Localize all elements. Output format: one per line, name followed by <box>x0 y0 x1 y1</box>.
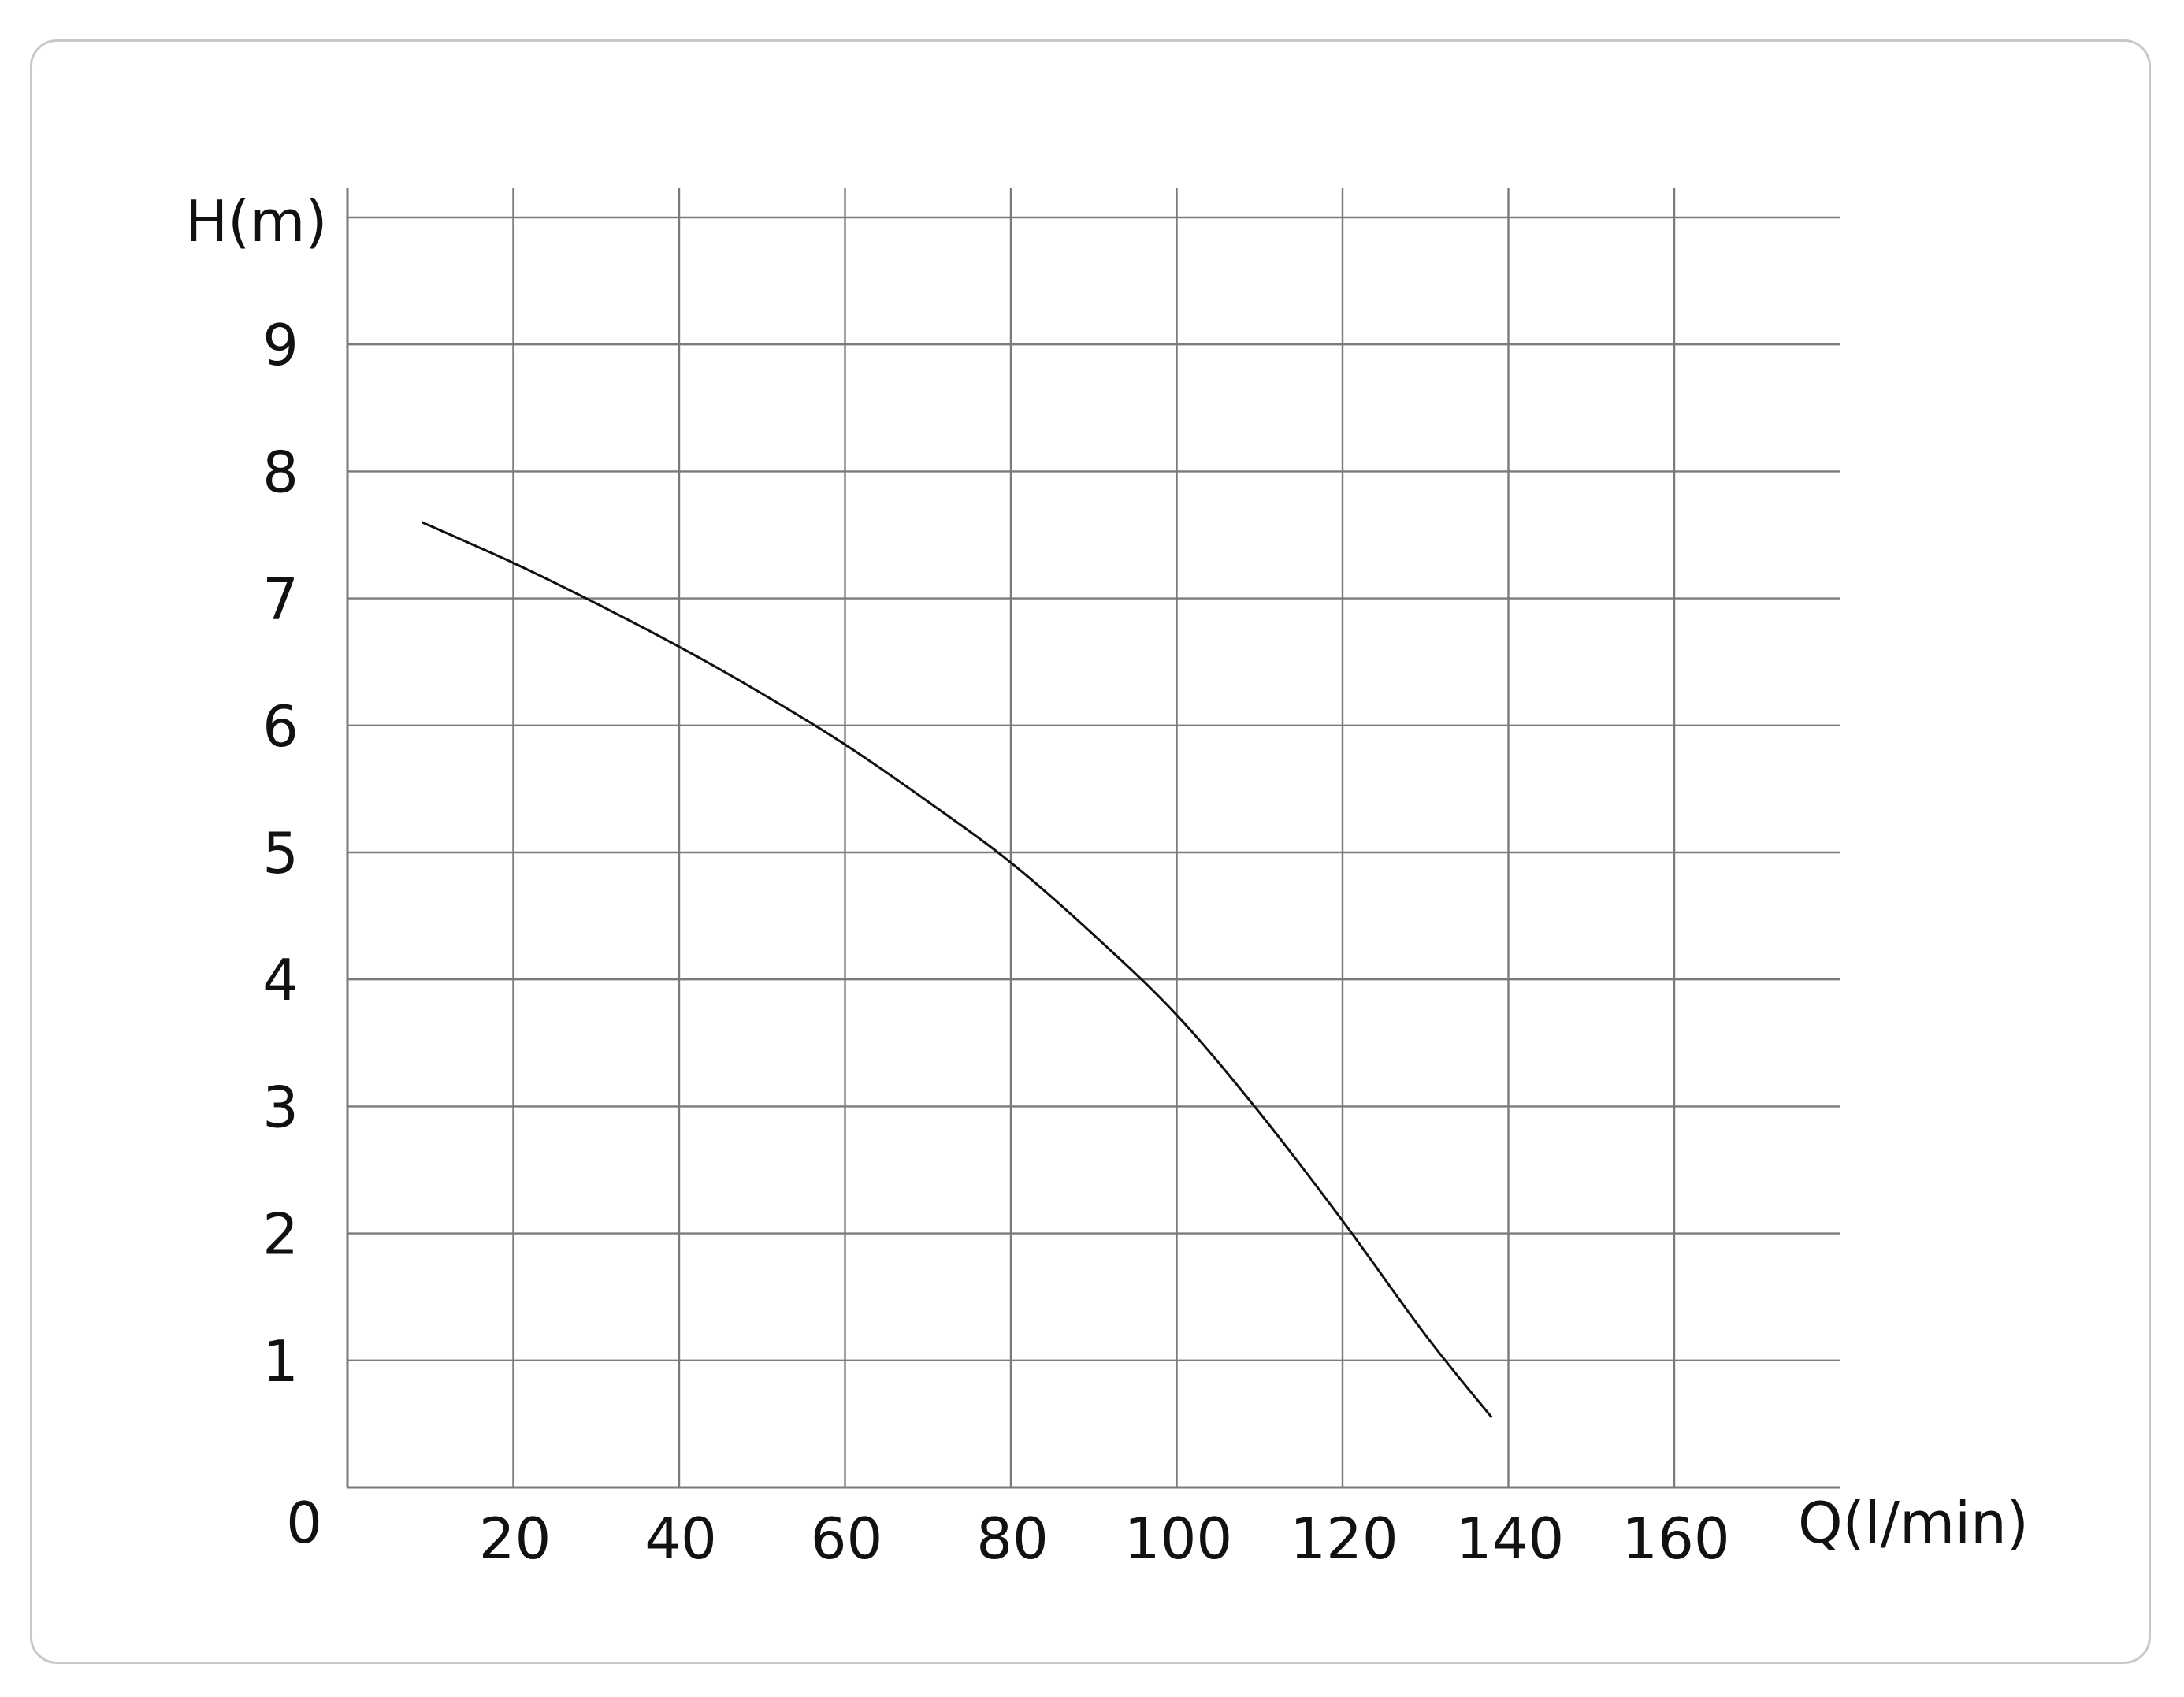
x-tick-label-20: 20 <box>479 1506 552 1572</box>
x-tick-label-80: 80 <box>976 1506 1049 1572</box>
y-tick-label-2: 2 <box>262 1201 299 1268</box>
y-tick-label-5: 5 <box>262 820 299 886</box>
x-tick-label-140: 140 <box>1456 1506 1564 1572</box>
y-tick-label-4: 4 <box>262 947 299 1013</box>
y-axis-title: H(m) <box>185 188 327 254</box>
axes <box>346 188 1840 1489</box>
origin-label: 0 <box>286 1490 322 1556</box>
y-tick-label-8: 8 <box>262 439 299 505</box>
y-tick-label-9: 9 <box>262 312 299 378</box>
x-tick-label-120: 120 <box>1290 1506 1398 1572</box>
x-tick-label-40: 40 <box>644 1506 717 1572</box>
tick-labels: 20 40 60 80 100 120 140 160 1 2 3 4 5 6 7 8 9 <box>262 312 1730 1572</box>
y-tick-label-7: 7 <box>262 566 299 633</box>
x-tick-label-160: 160 <box>1621 1506 1729 1572</box>
x-tick-label-100: 100 <box>1124 1506 1232 1572</box>
y-tick-label-6: 6 <box>262 693 299 759</box>
y-tick-label-1: 1 <box>262 1328 299 1394</box>
series-line-0 <box>422 521 1493 1419</box>
y-tick-label-3: 3 <box>262 1074 299 1140</box>
series-layer <box>422 521 1493 1419</box>
x-axis-title: Q(l/min) <box>1798 1490 2029 1556</box>
x-tick-label-60: 60 <box>811 1506 883 1572</box>
grid <box>347 188 1840 1487</box>
